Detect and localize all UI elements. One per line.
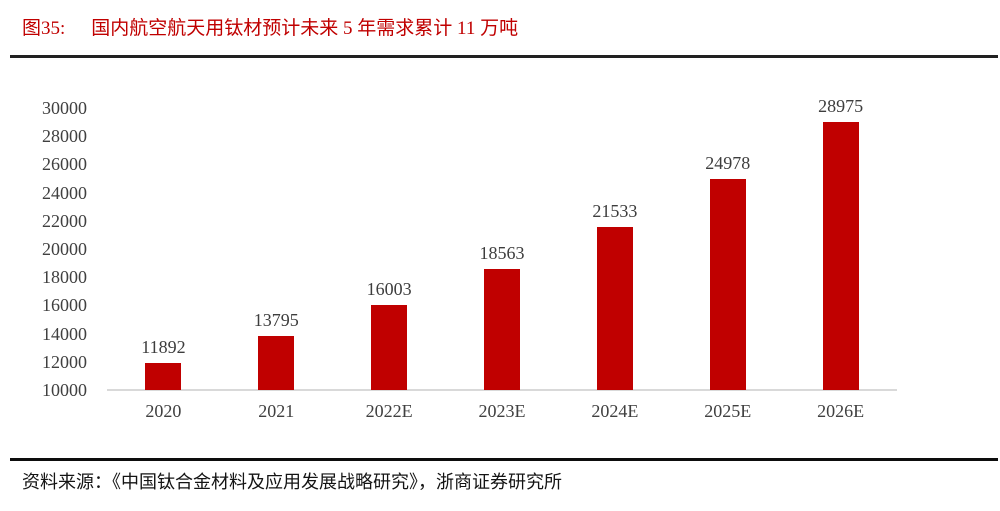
bar-value-label: 21533 <box>592 201 638 222</box>
bar-value-label: 28975 <box>818 96 864 117</box>
bar <box>145 363 182 390</box>
x-axis-category-label: 2025E <box>704 401 752 421</box>
footer-divider-line <box>10 458 998 461</box>
x-axis-category-label: 2023E <box>478 401 526 421</box>
bar-value-label: 16003 <box>366 279 412 300</box>
y-axis-tick-label: 22000 <box>42 210 87 231</box>
title-divider-line <box>10 55 998 58</box>
y-axis-tick-label: 10000 <box>42 380 87 400</box>
bar <box>371 305 408 390</box>
source-note: 资料来源：《中国钛合金材料及应用发展战略研究》，浙商证券研究所 <box>22 472 562 492</box>
bar <box>709 178 746 390</box>
y-axis-tick-label: 24000 <box>42 182 87 203</box>
bar <box>484 269 520 390</box>
bar-value-label: 13795 <box>253 310 299 331</box>
x-axis-category-label: 2026E <box>817 401 865 421</box>
bar <box>596 227 633 390</box>
bar <box>822 122 859 390</box>
bar-value-label: 24978 <box>705 152 751 173</box>
x-axis-line <box>107 389 897 391</box>
y-axis-tick-label: 20000 <box>42 239 87 259</box>
y-axis-tick-label: 16000 <box>42 295 87 316</box>
x-axis-category-label: 2024E <box>591 401 639 421</box>
y-axis-tick-label: 30000 <box>42 98 87 118</box>
y-axis-tick-label: 14000 <box>42 323 87 344</box>
figure-number-label: 图35: <box>22 18 66 39</box>
x-axis-category-label: 2020 <box>145 401 182 421</box>
bar <box>258 336 295 390</box>
bar-value-label: 11892 <box>141 337 186 358</box>
bar-value-label: 18563 <box>479 243 525 264</box>
figure-title-text: 国内航空航天用钛材预计未来 5 年需求累计 11 万吨 <box>91 18 519 39</box>
x-axis-category-label: 2022E <box>365 401 413 421</box>
y-axis-tick-label: 28000 <box>42 126 87 147</box>
y-axis-tick-label: 26000 <box>42 154 87 175</box>
x-axis-category-label: 2021 <box>258 401 295 421</box>
y-axis-tick-label: 18000 <box>42 267 87 288</box>
y-axis-tick-label: 12000 <box>42 351 87 372</box>
figure-title: 图35: 国内航空航天用钛材预计未来 5 年需求累计 11 万吨 <box>22 16 518 42</box>
